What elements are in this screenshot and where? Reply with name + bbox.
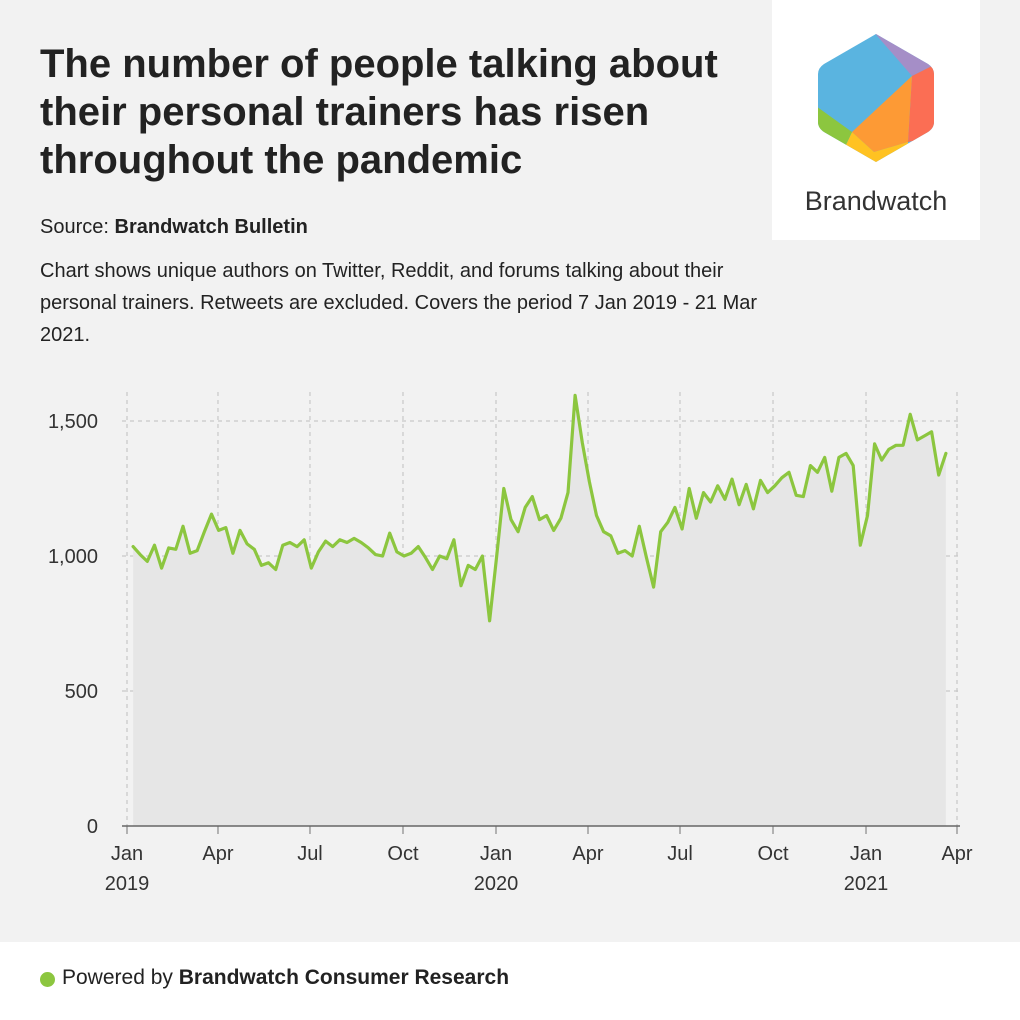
y-tick-label: 1,000	[48, 546, 98, 568]
source-label: Source:	[40, 216, 109, 238]
x-tick-year-label: 2020	[474, 873, 519, 895]
source-name: Brandwatch Bulletin	[114, 216, 308, 238]
footer-brand-name: Brandwatch Consumer Research	[178, 966, 510, 989]
brand-logo-text: Brandwatch	[804, 186, 948, 216]
x-tick-label: Oct	[387, 843, 419, 865]
page-title: The number of people talking about their…	[40, 42, 718, 182]
chart-description: Chart shows unique authors on Twitter, R…	[40, 260, 758, 346]
footer-dot-icon	[40, 972, 55, 987]
line-chart: 0 500 1,000 1,500 Jan 2019 Apr Jul Oct Jan 2020 Apr…	[48, 392, 973, 895]
x-tick-label: Apr	[572, 843, 603, 865]
footer-text: Powered by Brandwatch Consumer Research	[62, 966, 509, 990]
series-line	[131, 393, 948, 623]
series-area	[133, 395, 946, 826]
x-tick-label: Jan	[111, 843, 143, 865]
y-tick-label: 500	[65, 681, 98, 703]
footer-prefix: Powered by	[62, 966, 173, 989]
x-tick-year-label: 2019	[105, 873, 150, 895]
x-tick-year-label: 2021	[844, 873, 889, 895]
x-tick-label: Jul	[297, 843, 323, 865]
x-tick-label: Apr	[941, 843, 972, 865]
x-tick-label: Apr	[202, 843, 233, 865]
footer: Powered by Brandwatch Consumer Research	[0, 942, 1020, 1020]
brandwatch-hexagon-icon	[818, 34, 934, 162]
source-line: Source: Brandwatch Bulletin	[40, 216, 308, 239]
y-tick-label: 0	[87, 816, 98, 838]
y-tick-label: 1,500	[48, 411, 98, 433]
x-tick-label: Jan	[850, 843, 882, 865]
x-tick-label: Jan	[480, 843, 512, 865]
brand-logo: Brandwatch	[772, 0, 980, 240]
x-tick-label: Oct	[757, 843, 789, 865]
x-tick-label: Jul	[667, 843, 693, 865]
